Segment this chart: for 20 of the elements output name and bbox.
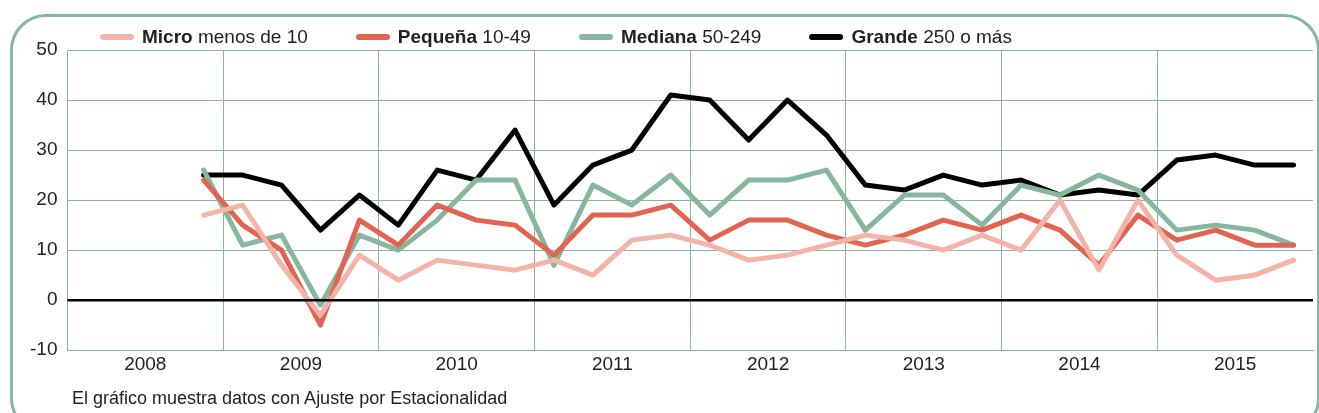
legend-label: Mediana 50-249 — [620, 26, 762, 48]
x-tick-label: 2015 — [1214, 352, 1257, 374]
x-tick-label: 2014 — [1058, 352, 1102, 374]
legend-label: Micro menos de 10 — [142, 26, 308, 48]
x-tick-label: 2013 — [902, 352, 945, 374]
y-tick-label: 20 — [36, 188, 58, 210]
text: El gráfico muestra datos con Ajuste por Estacionalidad — [72, 388, 508, 409]
y-tick-label: 10 — [36, 238, 58, 260]
x-tick-label: 2009 — [279, 352, 323, 374]
y-tick-label: 40 — [36, 88, 58, 110]
legend-label: Pequeña 10-49 — [397, 26, 531, 48]
y-tick-label: 0 — [46, 288, 58, 310]
x-tick-label: 2010 — [435, 352, 478, 374]
x-tick-label: 2012 — [746, 352, 790, 374]
y-tick-label: 50 — [36, 38, 58, 60]
x-tick-label: 2008 — [124, 352, 167, 374]
legend-label: Grande 250 o más — [851, 26, 1012, 48]
y-tick-label: 30 — [36, 138, 58, 160]
x-tick-label: 2011 — [591, 352, 633, 374]
y-tick-label: -10 — [29, 338, 58, 360]
